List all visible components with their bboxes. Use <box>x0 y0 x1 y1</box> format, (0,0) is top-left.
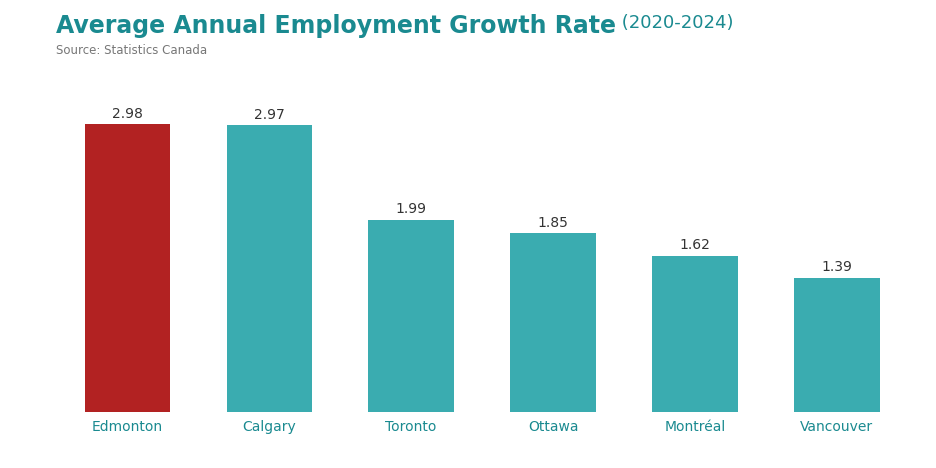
Bar <box>369 220 454 412</box>
Bar <box>510 234 595 412</box>
Bar <box>84 124 169 412</box>
Text: 1.62: 1.62 <box>680 238 710 252</box>
Text: (2020-2024): (2020-2024) <box>616 14 734 32</box>
Text: 1.39: 1.39 <box>822 260 853 274</box>
Text: 1.85: 1.85 <box>537 216 568 230</box>
Bar <box>652 256 738 412</box>
Bar <box>795 278 880 412</box>
Text: 1.99: 1.99 <box>396 202 427 216</box>
Text: Average Annual Employment Growth Rate: Average Annual Employment Growth Rate <box>56 14 616 38</box>
Text: Source: Statistics Canada: Source: Statistics Canada <box>56 44 207 58</box>
Bar <box>227 125 312 412</box>
Text: 2.98: 2.98 <box>111 107 142 121</box>
Text: 2.97: 2.97 <box>254 108 285 122</box>
